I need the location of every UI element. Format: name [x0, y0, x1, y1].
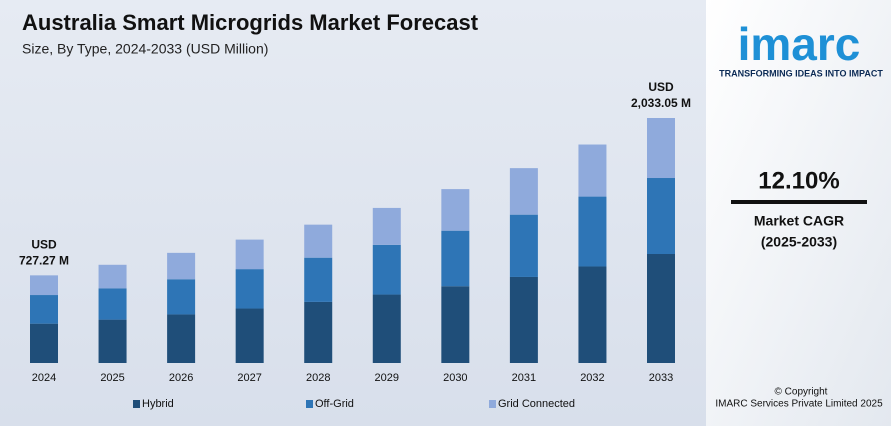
x-tick-label: 2029 [375, 372, 399, 384]
divider [731, 200, 867, 204]
bar-segment [167, 252, 196, 280]
bar-segment [304, 224, 333, 258]
bar-segment [372, 294, 401, 363]
bar-segment [509, 168, 538, 215]
x-tick-label: 2027 [237, 372, 261, 384]
bar-segment [578, 144, 607, 197]
total-label: USD [648, 80, 674, 94]
bar-segment [372, 207, 401, 245]
legend-swatch [306, 400, 313, 408]
bar-segment [167, 279, 196, 315]
bar-segment [647, 118, 675, 179]
bar-segment [578, 196, 607, 267]
company: IMARC Services Private Limited 2025 [715, 399, 883, 410]
legend-label: Hybrid [142, 398, 174, 410]
bar-segment [372, 244, 401, 295]
x-tick-label: 2031 [512, 372, 536, 384]
bar-segment [30, 323, 58, 363]
total-label: USD [31, 238, 57, 252]
bar-segment [235, 269, 264, 309]
tagline: TRANSFORMING IDEAS INTO IMPACT [719, 68, 883, 78]
bar-segment [441, 286, 470, 363]
bar-segment [98, 288, 127, 320]
x-tick-label: 2028 [306, 372, 330, 384]
chart-title: Australia Smart Microgrids Market Foreca… [22, 10, 479, 35]
bar-segment [509, 214, 538, 277]
bar-segment [509, 276, 538, 363]
bar-segment [30, 275, 58, 296]
bar-segment [304, 301, 333, 363]
bar-segment [578, 266, 607, 363]
chart-subtitle: Size, By Type, 2024-2033 (USD Million) [22, 41, 268, 57]
bar-segment [441, 189, 470, 231]
x-tick-label: 2033 [649, 372, 673, 384]
bar-segment [30, 295, 58, 324]
bar-segment [647, 254, 675, 363]
x-tick-label: 2024 [32, 372, 56, 384]
bar-segment [98, 264, 127, 289]
x-tick-label: 2025 [100, 372, 124, 384]
legend-swatch [489, 400, 496, 408]
bar-segment [235, 239, 264, 270]
cagr-value: 12.10% [758, 167, 839, 194]
bar-segment [441, 230, 470, 287]
cagr-label: Market CAGR [754, 213, 844, 229]
x-tick-label: 2032 [580, 372, 604, 384]
bar-segment [304, 257, 333, 302]
x-tick-label: 2030 [443, 372, 467, 384]
bar-segment [235, 308, 264, 363]
sidebar-background [706, 0, 891, 426]
x-tick-label: 2026 [169, 372, 193, 384]
total-label: 2,033.05 M [631, 96, 691, 110]
copyright: © Copyright [775, 387, 828, 398]
logo: imarc [738, 18, 861, 70]
cagr-period: (2025-2033) [761, 234, 837, 250]
bar-segment [647, 178, 675, 255]
legend-swatch [133, 400, 140, 408]
total-label: 727.27 M [19, 254, 69, 268]
bar-segment [98, 319, 127, 363]
legend-label: Off-Grid [315, 398, 354, 410]
bar-segment [167, 314, 196, 363]
legend-label: Grid Connected [498, 398, 575, 410]
